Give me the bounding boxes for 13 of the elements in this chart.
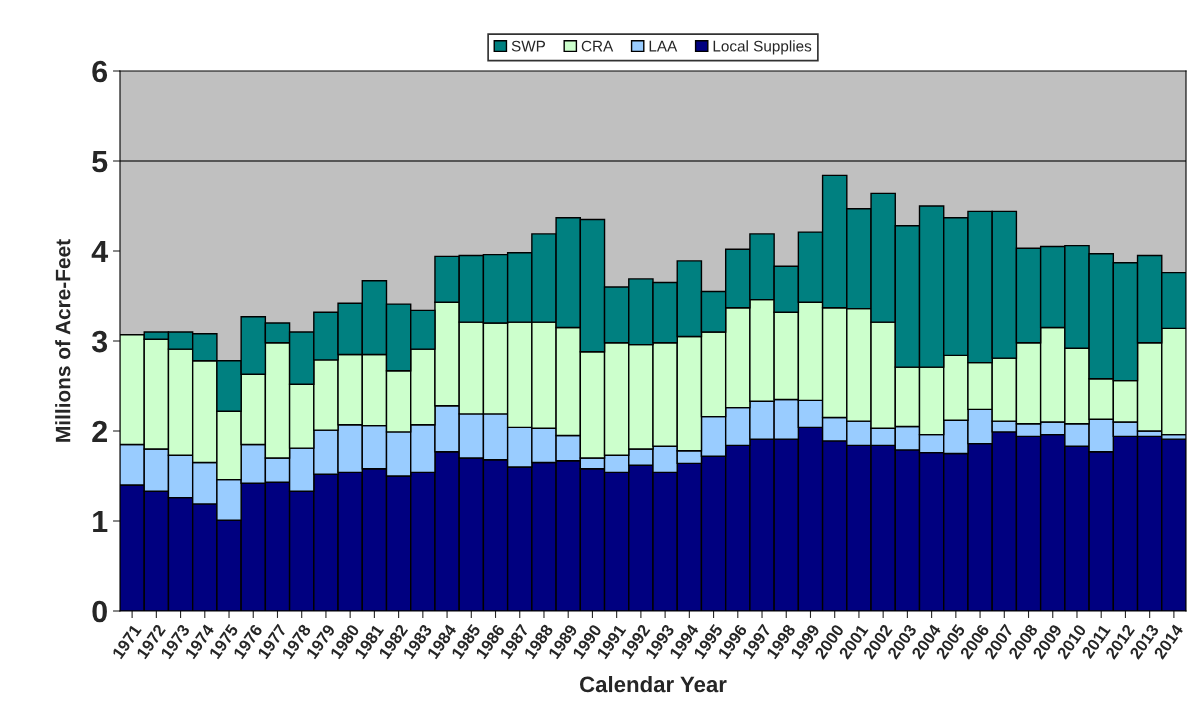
legend-label: SWP xyxy=(511,40,546,52)
legend-label: Local Supplies xyxy=(713,40,812,55)
y-tick-label: 2 xyxy=(92,420,107,443)
legend-label: CRA xyxy=(581,40,614,52)
y-tick-label: 0 xyxy=(92,600,107,623)
y-tick-label: 6 xyxy=(92,60,108,83)
x-axis-title: Calendar Year xyxy=(579,675,727,693)
y-tick-label: 1 xyxy=(93,511,108,533)
y-tick-label: 5 xyxy=(92,151,108,173)
y-tick-label: 4 xyxy=(91,241,109,263)
y-tick-label: 3 xyxy=(91,330,108,353)
y-axis-title: Millions of Acre-Feet xyxy=(55,239,71,442)
legend-label: LAA xyxy=(649,40,678,52)
